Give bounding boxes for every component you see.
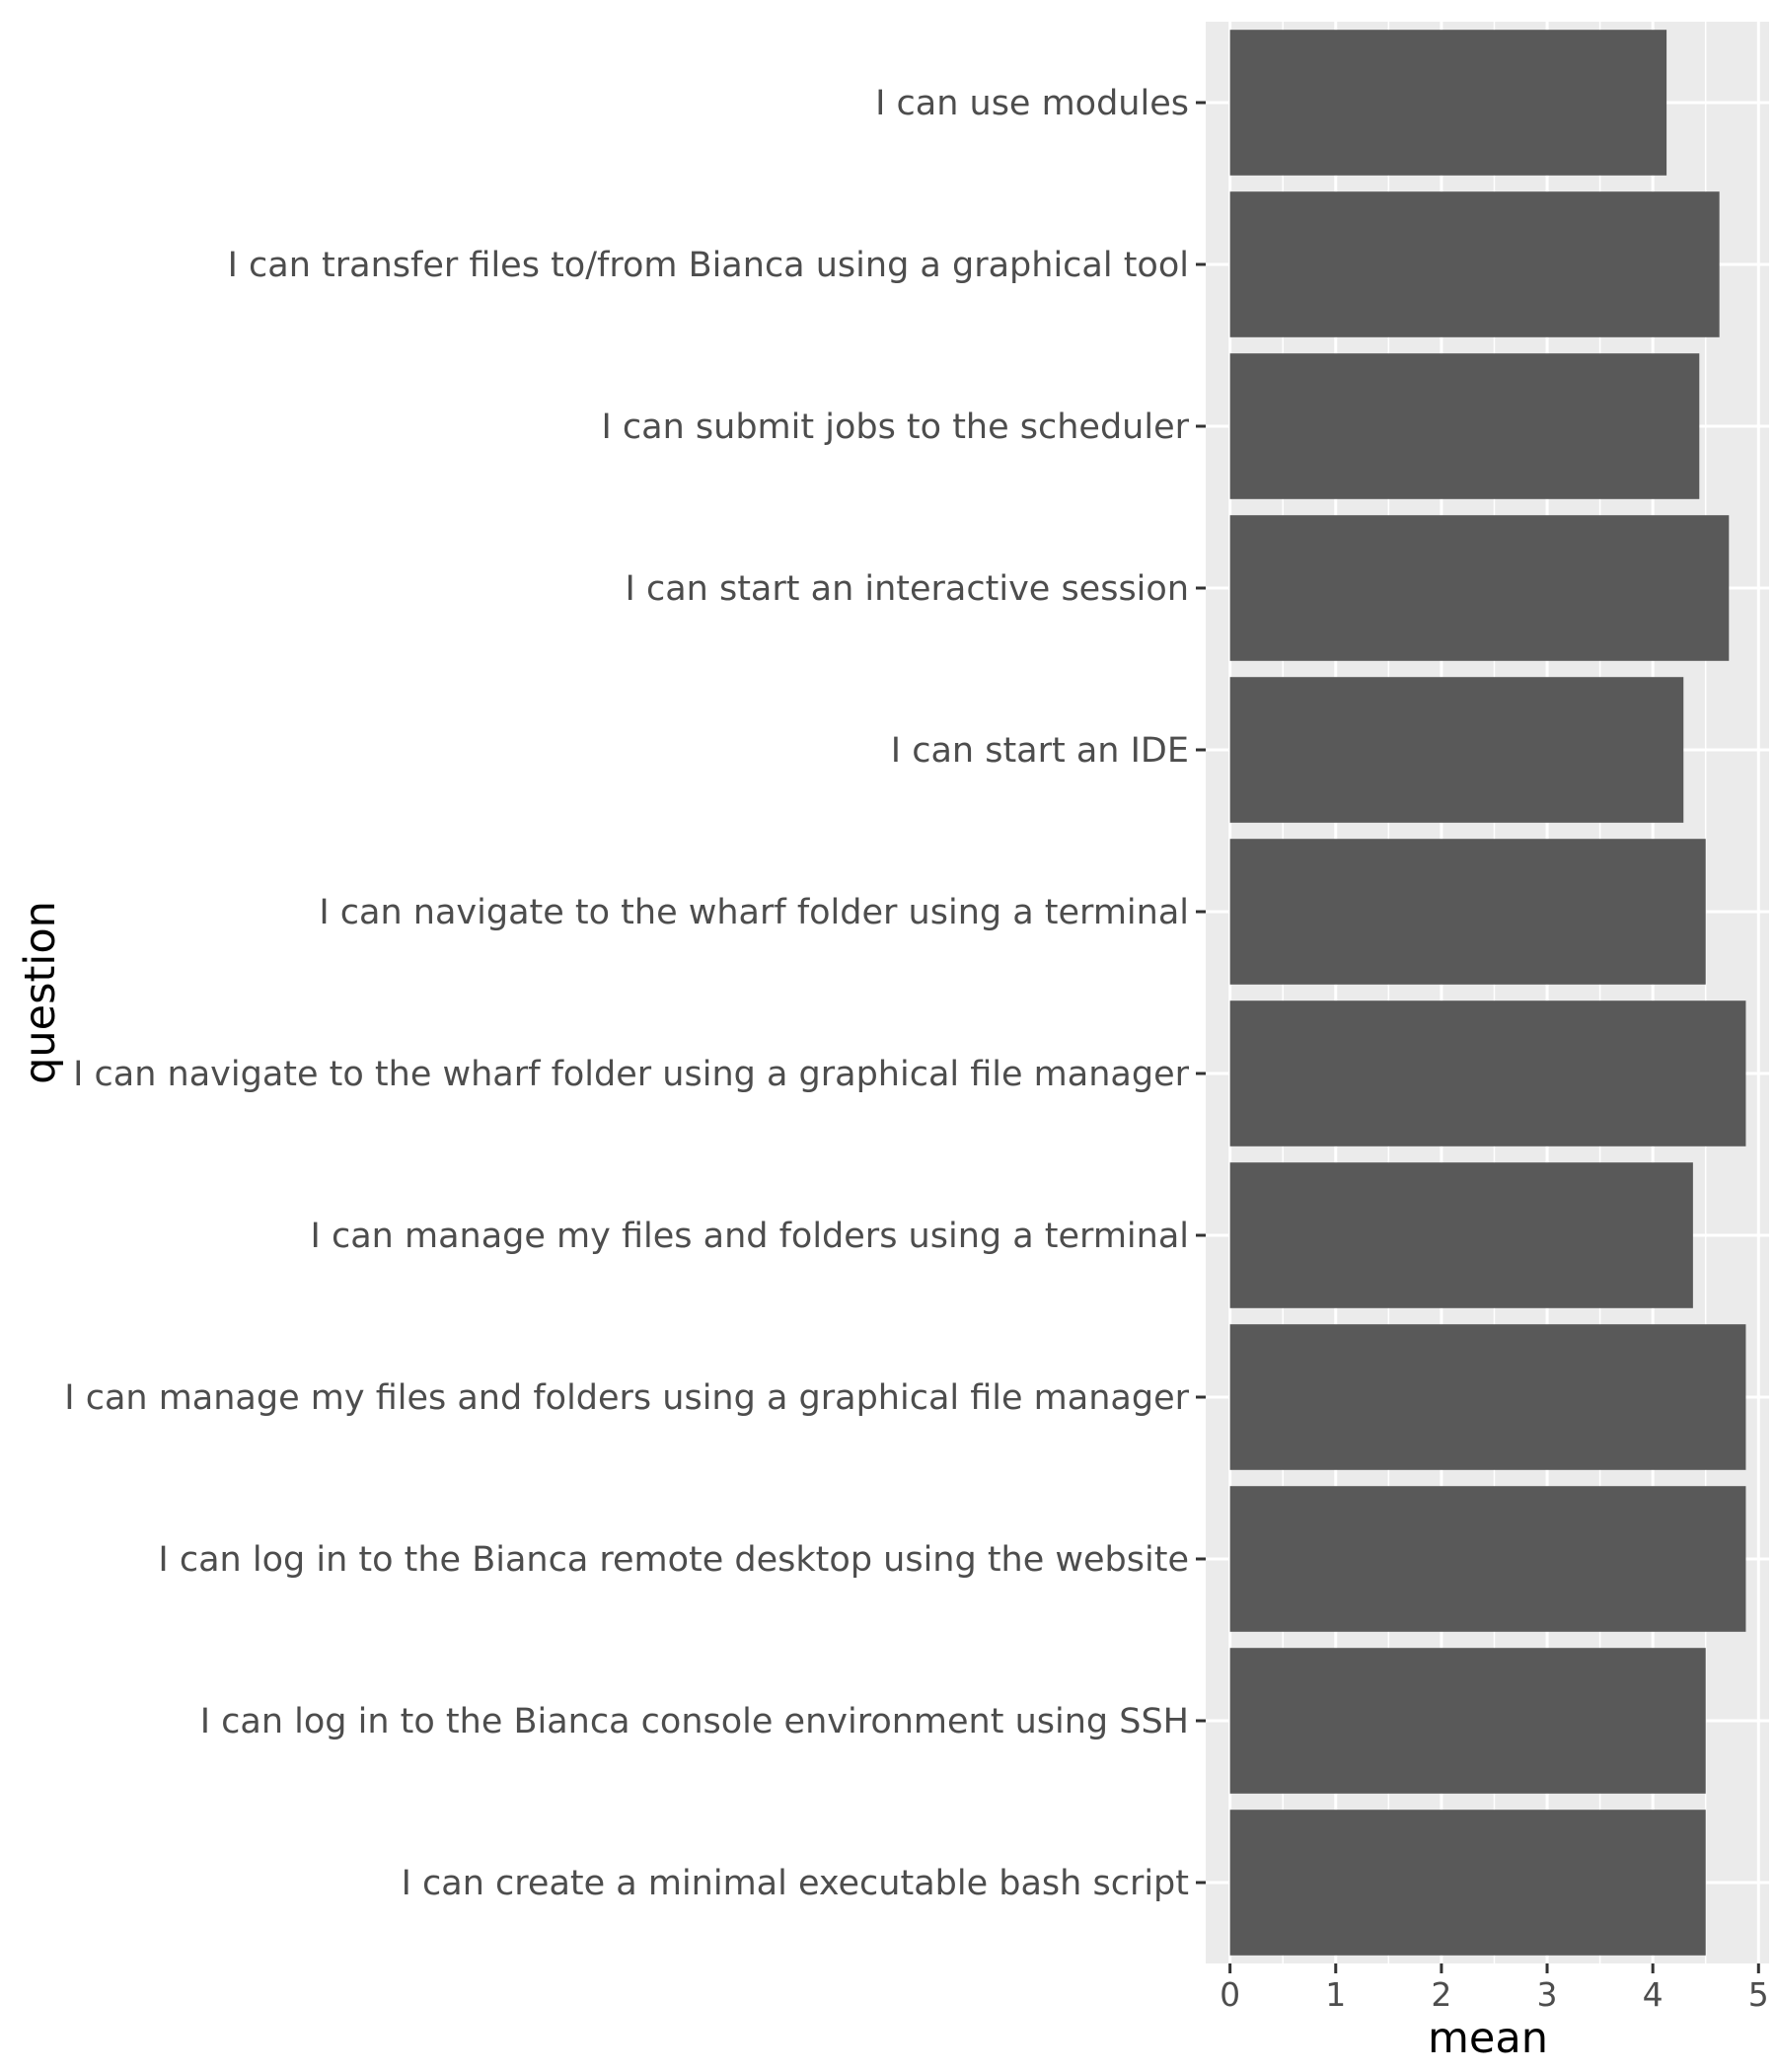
x-tick-label: 3 [1537,1975,1558,2014]
x-tick-label: 4 [1643,1975,1664,2014]
category-label: I can manage my files and folders using … [64,1378,1189,1418]
minor-gridlines [1282,22,1707,1963]
bar [1229,1162,1693,1308]
bar [1229,1648,1706,1794]
x-tick-label: 2 [1431,1975,1451,2014]
category-label: I can start an IDE [891,731,1189,771]
bar [1229,1486,1746,1632]
bar [1229,1810,1706,1956]
x-tick-label: 0 [1220,1975,1240,2014]
bar [1229,1324,1746,1470]
bar [1229,191,1720,337]
bar [1229,30,1667,176]
category-label: I can manage my files and folders using … [311,1217,1189,1256]
x-tick-label: 5 [1748,1975,1769,2014]
category-label: I can create a minimal executable bash s… [402,1864,1189,1903]
x-tick-label: 1 [1325,1975,1346,2014]
category-label: I can navigate to the wharf folder using… [73,1055,1190,1094]
category-label: I can use modules [875,84,1189,123]
bars [1229,30,1746,1956]
category-label: I can log in to the Bianca console envir… [200,1702,1189,1741]
y-axis-title: question [16,901,65,1084]
category-label: I can submit jobs to the scheduler [601,407,1189,447]
bar [1229,515,1730,661]
x-axis-title: mean [1428,2014,1548,2063]
x-axis: 0 1 2 3 4 5 [1220,1963,1769,2014]
category-label: I can navigate to the wharf folder using… [319,893,1189,932]
y-axis: I can use modules I can transfer files to… [64,84,1206,1903]
bar [1229,839,1706,985]
category-label: I can log in to the Bianca remote deskto… [158,1540,1189,1580]
category-label: I can transfer files to/from Bianca usin… [228,246,1189,285]
bar [1229,677,1684,823]
panel-background [1206,22,1769,1963]
category-label: I can start an interactive session [626,569,1189,609]
bar [1229,1000,1746,1147]
bar [1229,353,1700,499]
